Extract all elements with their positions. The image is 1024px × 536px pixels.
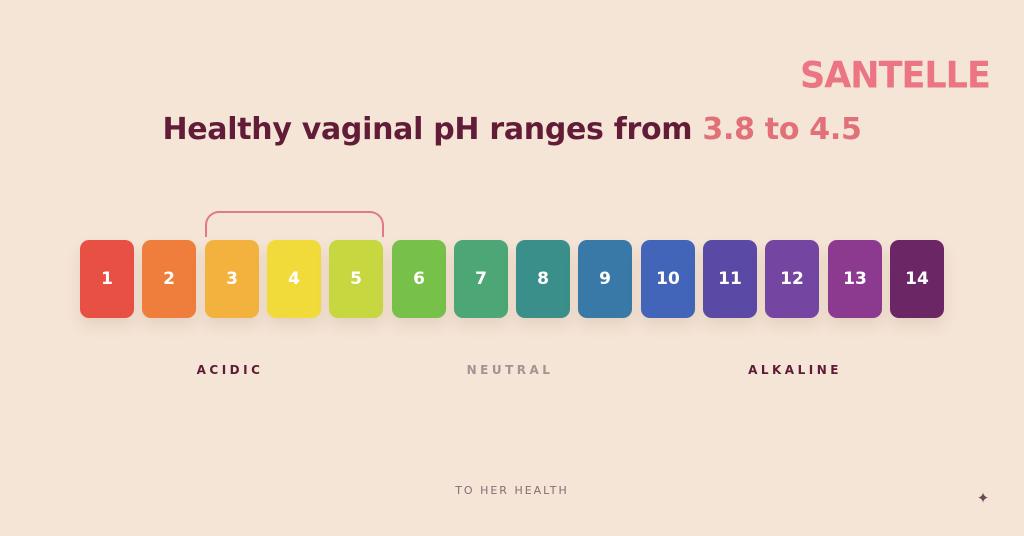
title-highlight: 3.8 to 4.5 <box>702 112 862 147</box>
sparkle-icon: ✦ <box>976 489 990 507</box>
ph-tile-label: 7 <box>475 269 487 289</box>
ph-tile-1: 1 <box>80 240 134 318</box>
ph-tile-13: 13 <box>828 240 882 318</box>
ph-tile-label: 2 <box>163 269 175 289</box>
ph-tile-label: 12 <box>780 269 804 289</box>
label-alkaline: ALKALINE <box>748 363 842 377</box>
ph-tile-label: 8 <box>537 269 549 289</box>
ph-tile-9: 9 <box>578 240 632 318</box>
ph-tile-label: 14 <box>905 269 929 289</box>
ph-tile-label: 1 <box>101 269 113 289</box>
ph-tile-4: 4 <box>267 240 321 318</box>
ph-tile-label: 10 <box>656 269 680 289</box>
ph-tile-label: 6 <box>413 269 425 289</box>
ph-tile-label: 4 <box>288 269 300 289</box>
ph-tile-10: 10 <box>641 240 695 318</box>
ph-tile-8: 8 <box>516 240 570 318</box>
ph-tile-11: 11 <box>703 240 757 318</box>
brand-logo: SANTELLE <box>800 55 991 97</box>
ph-tile-7: 7 <box>454 240 508 318</box>
ph-scale: 1 2 3 4 5 6 7 8 9 10 11 12 13 14 <box>80 240 944 318</box>
ph-tile-12: 12 <box>765 240 819 318</box>
ph-tile-label: 9 <box>599 269 611 289</box>
title-prefix: Healthy vaginal pH ranges from <box>162 112 703 147</box>
ph-tile-label: 11 <box>718 269 742 289</box>
ph-tile-label: 5 <box>350 269 362 289</box>
ph-tile-5: 5 <box>329 240 383 318</box>
ph-tile-6: 6 <box>392 240 446 318</box>
ph-tile-3: 3 <box>205 240 259 318</box>
label-neutral: NEUTRAL <box>466 363 554 377</box>
footer-tagline: TO HER HEALTH <box>455 484 569 497</box>
ph-tile-label: 3 <box>226 269 238 289</box>
page-title: Healthy vaginal pH ranges from 3.8 to 4.… <box>0 112 1024 147</box>
ph-tile-label: 13 <box>843 269 867 289</box>
ph-tile-14: 14 <box>890 240 944 318</box>
ph-tile-2: 2 <box>142 240 196 318</box>
label-acidic: ACIDIC <box>196 363 264 377</box>
healthy-range-bracket <box>205 211 384 237</box>
